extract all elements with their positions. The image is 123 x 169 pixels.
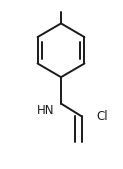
Text: Cl: Cl	[96, 110, 108, 123]
Text: HN: HN	[37, 104, 54, 117]
